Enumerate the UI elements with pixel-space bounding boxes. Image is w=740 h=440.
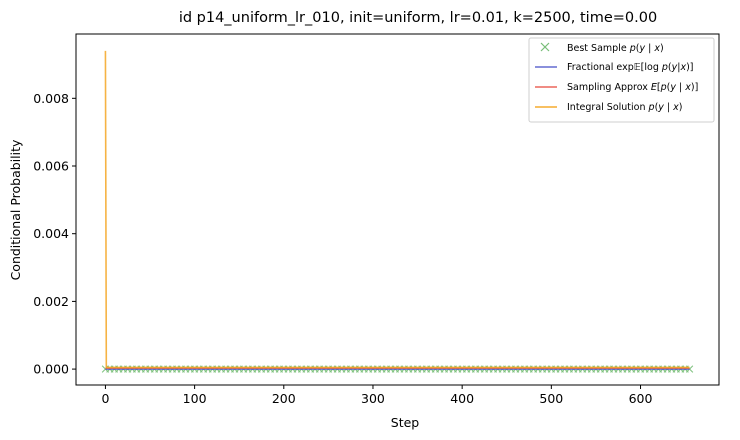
legend-item-sampling: Sampling Approx E[p(y | x)] <box>535 82 698 93</box>
legend-box <box>528 37 715 123</box>
legend-label-best-sample: Best Sample p(y | x) <box>567 43 664 54</box>
x-tick-label: 600 <box>629 391 653 406</box>
x-tick-label: 200 <box>272 391 296 406</box>
y-tick-label: 0.002 <box>33 294 69 309</box>
plot-frame <box>75 33 720 386</box>
legend-label-fractional: Fractional exp𝔼[log p(y|x)] <box>567 62 694 73</box>
x-tick-label: 400 <box>450 391 474 406</box>
legend-swatch-best-sample <box>540 42 550 52</box>
legend-item-integral: Integral Solution p(y | x) <box>535 102 683 113</box>
legend-label-integral: Integral Solution p(y | x) <box>567 102 683 113</box>
x-tick-label: 0 <box>101 391 109 406</box>
legend: Best Sample p(y | x) Fractional exp𝔼[log… <box>528 37 715 123</box>
legend-item-fractional: Fractional exp𝔼[log p(y|x)] <box>535 62 694 73</box>
x-tick-label: 500 <box>539 391 563 406</box>
x-tick-label: 100 <box>183 391 207 406</box>
x-tick-label: 300 <box>361 391 385 406</box>
x-axis-label: Step <box>391 415 420 430</box>
plot-area <box>101 50 694 373</box>
axis-ticks: 0 100 200 300 400 500 600 0.000 0.002 0.004 0.006 0… <box>33 91 652 406</box>
y-tick-label: 0.000 <box>33 362 69 377</box>
series-integral-solution-p-y-x <box>104 50 690 369</box>
y-tick-label: 0.004 <box>33 226 69 241</box>
y-tick-label: 0.006 <box>33 159 69 174</box>
legend-item-best-sample: Best Sample p(y | x) <box>540 42 664 54</box>
chart-title: id p14_uniform_lr_010, init=uniform, lr=… <box>179 10 657 26</box>
y-tick-label: 0.008 <box>33 91 69 106</box>
legend-label-sampling: Sampling Approx E[p(y | x)] <box>567 82 698 93</box>
y-axis-label: Conditional Probability <box>8 139 23 280</box>
